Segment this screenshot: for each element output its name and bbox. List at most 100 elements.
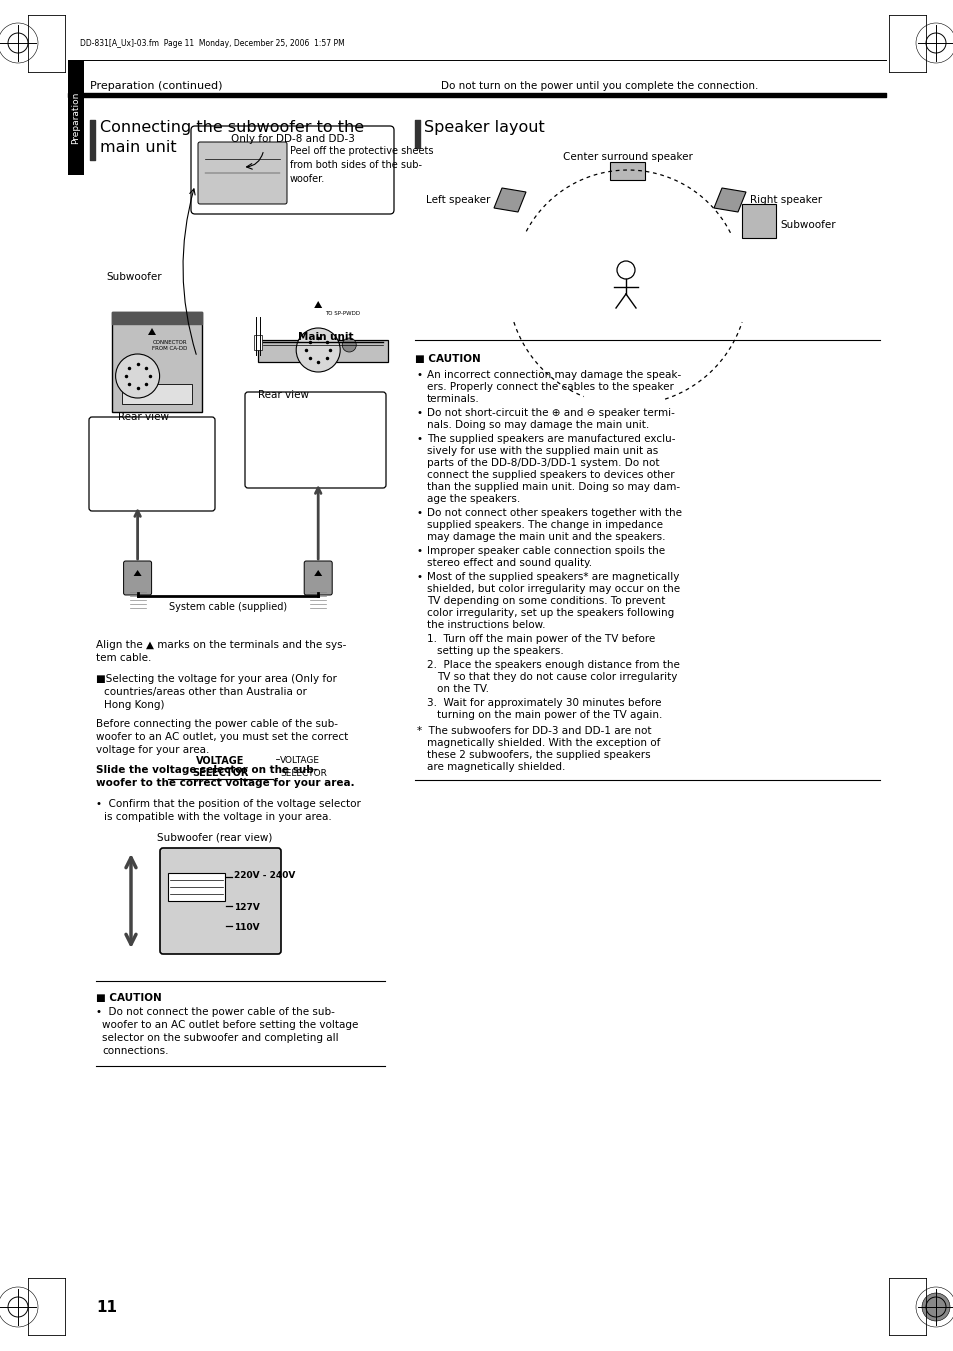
Text: supplied speakers. The change in impedance: supplied speakers. The change in impedan… — [427, 520, 662, 530]
Text: turning on the main power of the TV again.: turning on the main power of the TV agai… — [436, 711, 661, 720]
Circle shape — [342, 338, 355, 353]
Text: than the supplied main unit. Doing so may dam-: than the supplied main unit. Doing so ma… — [427, 482, 679, 492]
Text: 220V - 240V: 220V - 240V — [234, 871, 295, 881]
Text: Only for DD-8 and DD-3: Only for DD-8 and DD-3 — [231, 134, 355, 145]
Text: •: • — [416, 370, 422, 380]
Text: ■ CAUTION: ■ CAUTION — [415, 354, 480, 363]
Text: Right speaker: Right speaker — [749, 195, 821, 205]
Text: An incorrect connection may damage the speak-: An incorrect connection may damage the s… — [427, 370, 680, 380]
Text: TV so that they do not cause color irregularity: TV so that they do not cause color irreg… — [436, 671, 677, 682]
FancyBboxPatch shape — [89, 417, 214, 511]
Text: Slide the voltage selector on the sub-: Slide the voltage selector on the sub- — [96, 765, 317, 775]
Text: is compatible with the voltage in your area.: is compatible with the voltage in your a… — [104, 812, 332, 821]
Text: setting up the speakers.: setting up the speakers. — [436, 646, 563, 657]
Text: sively for use with the supplied main unit as: sively for use with the supplied main un… — [427, 446, 658, 457]
Text: Do not turn on the power until you complete the connection.: Do not turn on the power until you compl… — [441, 81, 758, 91]
Text: •: • — [416, 571, 422, 582]
Text: SELECTOR: SELECTOR — [193, 767, 249, 778]
Polygon shape — [713, 188, 745, 212]
FancyBboxPatch shape — [253, 335, 262, 350]
Text: countries/areas other than Australia or: countries/areas other than Australia or — [104, 688, 307, 697]
Text: Peel off the protective sheets
from both sides of the sub-
woofer.: Peel off the protective sheets from both… — [290, 146, 433, 184]
Text: ers. Properly connect the cables to the speaker: ers. Properly connect the cables to the … — [427, 382, 673, 392]
Text: Align the ▲ marks on the terminals and the sys-: Align the ▲ marks on the terminals and t… — [96, 640, 346, 650]
Text: Do not short-circuit the ⊕ and ⊖ speaker termi-: Do not short-circuit the ⊕ and ⊖ speaker… — [427, 408, 674, 417]
Text: VOLTAGE: VOLTAGE — [196, 757, 244, 766]
Text: stereo effect and sound quality.: stereo effect and sound quality. — [427, 558, 592, 567]
Text: •  Confirm that the position of the voltage selector: • Confirm that the position of the volta… — [96, 798, 360, 809]
Text: •: • — [416, 546, 422, 557]
Circle shape — [115, 354, 159, 399]
Circle shape — [921, 1293, 949, 1321]
Text: 3.  Wait for approximately 30 minutes before: 3. Wait for approximately 30 minutes bef… — [427, 698, 660, 708]
Text: ■ CAUTION: ■ CAUTION — [96, 993, 162, 1002]
Text: Left speaker: Left speaker — [425, 195, 490, 205]
Polygon shape — [314, 570, 322, 576]
Polygon shape — [494, 188, 525, 212]
Text: tem cable.: tem cable. — [96, 653, 152, 663]
Text: age the speakers.: age the speakers. — [427, 494, 519, 504]
Text: •  Do not connect the power cable of the sub-: • Do not connect the power cable of the … — [96, 1006, 335, 1017]
FancyBboxPatch shape — [245, 392, 386, 488]
Text: CONNECTOR
FROM CA-DD: CONNECTOR FROM CA-DD — [152, 340, 188, 351]
Text: Do not connect other speakers together with the: Do not connect other speakers together w… — [427, 508, 681, 517]
Text: TO SP-PWDD: TO SP-PWDD — [325, 311, 359, 316]
Text: DD-831[A_Ux]-03.fm  Page 11  Monday, December 25, 2006  1:57 PM: DD-831[A_Ux]-03.fm Page 11 Monday, Decem… — [80, 39, 344, 49]
Text: color irregularity, set up the speakers following: color irregularity, set up the speakers … — [427, 608, 674, 617]
FancyBboxPatch shape — [160, 848, 281, 954]
Text: 2.  Place the speakers enough distance from the: 2. Place the speakers enough distance fr… — [427, 661, 679, 670]
Text: connect the supplied speakers to devices other: connect the supplied speakers to devices… — [427, 470, 674, 480]
Text: Subwoofer: Subwoofer — [780, 220, 835, 230]
Text: terminals.: terminals. — [427, 394, 479, 404]
FancyBboxPatch shape — [257, 340, 388, 362]
Circle shape — [295, 328, 340, 372]
FancyBboxPatch shape — [124, 561, 152, 594]
Text: Center surround speaker: Center surround speaker — [562, 153, 692, 162]
Text: woofer to the correct voltage for your area.: woofer to the correct voltage for your a… — [96, 778, 355, 788]
Text: Preparation: Preparation — [71, 92, 80, 145]
Text: System cable (supplied): System cable (supplied) — [169, 603, 287, 612]
Text: on the TV.: on the TV. — [436, 684, 489, 694]
Text: shielded, but color irregularity may occur on the: shielded, but color irregularity may occ… — [427, 584, 679, 594]
Text: •: • — [416, 408, 422, 417]
Text: may damage the main unit and the speakers.: may damage the main unit and the speaker… — [427, 532, 665, 542]
FancyBboxPatch shape — [741, 204, 775, 238]
Text: Most of the supplied speakers* are magnetically: Most of the supplied speakers* are magne… — [427, 571, 679, 582]
FancyBboxPatch shape — [168, 873, 225, 901]
Text: Before connecting the power cable of the sub-: Before connecting the power cable of the… — [96, 719, 337, 730]
Text: Rear view: Rear view — [118, 412, 169, 422]
Text: connections.: connections. — [102, 1046, 169, 1056]
FancyBboxPatch shape — [304, 561, 332, 594]
Polygon shape — [148, 328, 156, 335]
FancyBboxPatch shape — [122, 384, 192, 404]
Text: woofer to an AC outlet, you must set the correct: woofer to an AC outlet, you must set the… — [96, 732, 348, 742]
FancyBboxPatch shape — [68, 59, 84, 176]
Text: voltage for your area.: voltage for your area. — [96, 744, 209, 755]
Text: ■Selecting the voltage for your area (Only for: ■Selecting the voltage for your area (On… — [96, 674, 336, 684]
Polygon shape — [314, 301, 322, 308]
FancyBboxPatch shape — [198, 142, 287, 204]
Text: selector on the subwoofer and completing all: selector on the subwoofer and completing… — [102, 1034, 338, 1043]
Text: VOLTAGE: VOLTAGE — [280, 757, 319, 765]
FancyBboxPatch shape — [112, 312, 202, 412]
Text: Speaker layout: Speaker layout — [423, 120, 544, 135]
Text: Preparation (continued): Preparation (continued) — [90, 81, 222, 91]
Text: •: • — [416, 508, 422, 517]
Text: these 2 subwoofers, the supplied speakers: these 2 subwoofers, the supplied speaker… — [427, 750, 650, 761]
Text: magnetically shielded. With the exception of: magnetically shielded. With the exceptio… — [427, 738, 659, 748]
FancyBboxPatch shape — [191, 126, 394, 213]
Text: woofer to an AC outlet before setting the voltage: woofer to an AC outlet before setting th… — [102, 1020, 358, 1029]
Text: SELECTOR: SELECTOR — [280, 769, 327, 778]
Text: Subwoofer: Subwoofer — [106, 272, 161, 282]
Text: •: • — [416, 434, 422, 444]
Text: Connecting the subwoofer to the: Connecting the subwoofer to the — [100, 120, 364, 135]
Text: 110V: 110V — [234, 923, 259, 931]
Text: TV depending on some conditions. To prevent: TV depending on some conditions. To prev… — [427, 596, 664, 607]
Text: Rear view: Rear view — [257, 390, 309, 400]
Text: 1.  Turn off the main power of the TV before: 1. Turn off the main power of the TV bef… — [427, 634, 655, 644]
Text: *  The subwoofers for DD-3 and DD-1 are not: * The subwoofers for DD-3 and DD-1 are n… — [416, 725, 651, 736]
Text: are magnetically shielded.: are magnetically shielded. — [427, 762, 565, 771]
Text: 11: 11 — [96, 1300, 117, 1315]
Text: 127V: 127V — [234, 902, 260, 912]
Text: The supplied speakers are manufactured exclu-: The supplied speakers are manufactured e… — [427, 434, 675, 444]
